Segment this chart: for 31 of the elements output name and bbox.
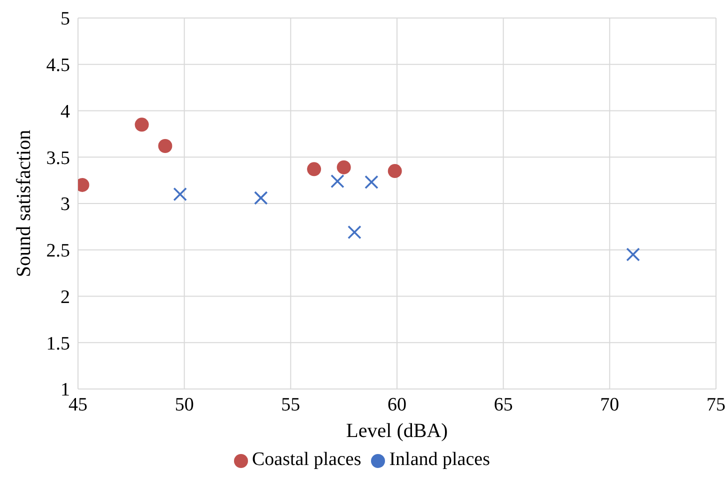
y-tick-label: 3: [60, 194, 70, 216]
legend-label: Inland places: [389, 449, 490, 470]
point: [388, 164, 402, 178]
x-axis-title: Level (dBA): [346, 420, 448, 442]
point: [330, 174, 344, 188]
point: [364, 175, 378, 190]
x-tick-label: 45: [68, 394, 88, 416]
point: [348, 225, 362, 240]
y-tick-label: 1: [60, 380, 70, 401]
point: [336, 160, 351, 174]
legend-label: Coastal places: [252, 449, 362, 470]
x-tick-label: 50: [174, 394, 194, 416]
y-tick-label: 4: [60, 101, 70, 122]
x-tick-label: 75: [706, 394, 725, 416]
y-tick-label: 5: [60, 8, 70, 30]
point: [134, 118, 149, 132]
point: [158, 138, 172, 153]
x-tick-label: 60: [388, 394, 406, 416]
x-tick-label: 55: [281, 394, 300, 416]
y-tick-label: 2: [60, 286, 70, 308]
point: [307, 162, 322, 176]
y-tick-label: 3.5: [46, 148, 70, 169]
x-tick-label: 70: [600, 394, 620, 416]
point: [254, 191, 268, 205]
point: [173, 187, 187, 202]
y-tick-label: 4.5: [46, 55, 70, 76]
x-tick-label: 65: [494, 394, 513, 416]
point: [626, 248, 640, 262]
y-axis-title: Sound satisfaction: [13, 130, 36, 278]
y-tick-label: 1.5: [46, 333, 70, 354]
y-tick-label: 2.5: [46, 240, 70, 262]
